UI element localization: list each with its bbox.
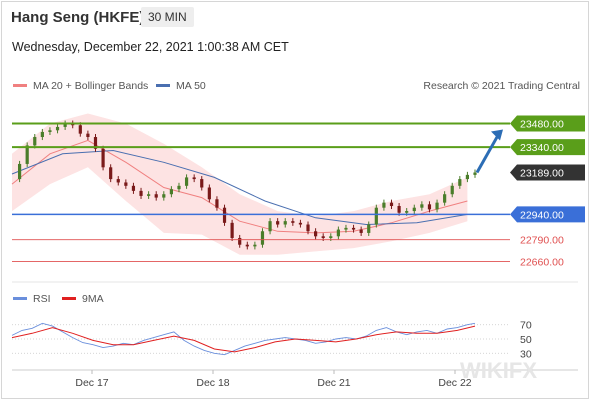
timestamp: Wednesday, December 22, 2021 1:00:38 AM …	[12, 40, 289, 54]
candle-body	[55, 126, 60, 131]
candle-body	[17, 163, 22, 180]
candle-body	[238, 237, 242, 245]
candle-body	[367, 224, 371, 233]
candle-body	[351, 227, 356, 230]
rsi-level-label: 70	[520, 320, 532, 332]
rsi-ma9-line	[11, 325, 476, 353]
level-tag	[510, 206, 585, 223]
candle-body	[276, 221, 280, 225]
candle-body	[169, 189, 173, 195]
candle-body	[93, 137, 98, 149]
candle-body	[48, 130, 52, 132]
candle-body	[253, 244, 257, 247]
candle-body	[374, 207, 378, 225]
candle-body	[33, 137, 37, 146]
watermark: WIKIFX	[460, 358, 537, 383]
candle-body	[306, 224, 310, 232]
candle-body	[473, 172, 477, 175]
candle-body	[245, 244, 249, 247]
ma20-line	[11, 139, 468, 234]
candle-body	[222, 207, 227, 223]
timeframe-badge[interactable]: 30 MIN	[141, 7, 194, 27]
ma9-legend-swatch	[62, 297, 76, 300]
rsi-legend-swatch	[13, 297, 27, 300]
candle-body	[131, 185, 136, 191]
level-label: 22940.00	[520, 209, 564, 221]
chart-title: Hang Seng (HKFE)	[11, 9, 145, 26]
candle-body	[184, 177, 189, 186]
level-label: 23480.00	[520, 119, 564, 131]
bollinger-band	[12, 113, 468, 255]
candle-body	[465, 174, 470, 180]
candle-body	[344, 227, 348, 230]
candle-body	[78, 125, 82, 134]
candle-body	[382, 202, 386, 208]
candle-body	[359, 229, 363, 233]
credit-text: Research © 2021 Trading Central	[423, 80, 580, 92]
level-label: 22790.00	[520, 235, 564, 247]
candle-body	[109, 167, 113, 180]
candle-body	[435, 202, 439, 210]
candle-body	[405, 211, 409, 213]
rsi-legend-label: RSI	[33, 293, 51, 305]
x-tick-label: Dec 22	[438, 377, 471, 389]
candle-body	[420, 204, 424, 208]
level-tag	[510, 164, 585, 181]
ma9-legend-label: 9MA	[82, 293, 104, 305]
candle-body	[427, 204, 432, 210]
candle-body	[443, 194, 447, 203]
level-label: 22660.00	[520, 257, 564, 269]
candle-body	[116, 179, 120, 183]
candle-body	[86, 133, 90, 138]
candle-body	[230, 222, 234, 238]
ma50-legend-label: MA 50	[176, 80, 206, 92]
level-tag	[510, 139, 585, 156]
candle-body	[177, 185, 181, 190]
level-tag	[510, 115, 585, 132]
candle-body	[397, 206, 401, 213]
target-arrow-head	[491, 129, 503, 141]
ma20-legend-label: MA 20 + Bollinger Bands	[33, 80, 148, 92]
ma50-line	[11, 149, 468, 226]
candle-body	[124, 182, 128, 186]
candle-body	[336, 229, 340, 237]
candle-body	[268, 221, 272, 232]
level-label: 23189.00	[520, 168, 564, 180]
candle-body	[389, 202, 394, 207]
rsi-level-label: 30	[520, 348, 532, 360]
ma20-legend-swatch	[13, 84, 27, 87]
candle-body	[314, 231, 318, 237]
candle-body	[207, 187, 211, 200]
candle-body	[291, 221, 295, 223]
x-tick-label: Dec 21	[317, 377, 350, 389]
candle-body	[412, 207, 416, 212]
candle-body	[321, 236, 325, 238]
rsi-level-label: 50	[520, 334, 532, 346]
candle-body	[162, 194, 166, 198]
x-tick-label: Dec 18	[196, 377, 229, 389]
candle-body	[458, 179, 462, 186]
candle-body	[139, 190, 143, 196]
candle-body	[147, 194, 151, 196]
rsi-line	[11, 322, 476, 356]
ma50-legend-swatch	[156, 84, 170, 87]
candle-body	[329, 236, 333, 238]
candle-body	[450, 185, 454, 195]
candle-body	[200, 179, 204, 188]
candle-body	[260, 231, 265, 245]
candle-body	[192, 177, 196, 180]
candle-body	[215, 199, 219, 208]
candle-body	[25, 145, 29, 164]
candle-body	[40, 131, 44, 138]
x-tick-label: Dec 17	[75, 377, 108, 389]
candle-body	[298, 222, 303, 225]
candle-body	[154, 194, 158, 198]
target-arrow-shaft	[475, 132, 501, 174]
candle-body	[283, 221, 287, 225]
level-label: 23340.00	[520, 142, 564, 154]
candle-body	[101, 148, 105, 168]
candle-body	[63, 123, 67, 127]
